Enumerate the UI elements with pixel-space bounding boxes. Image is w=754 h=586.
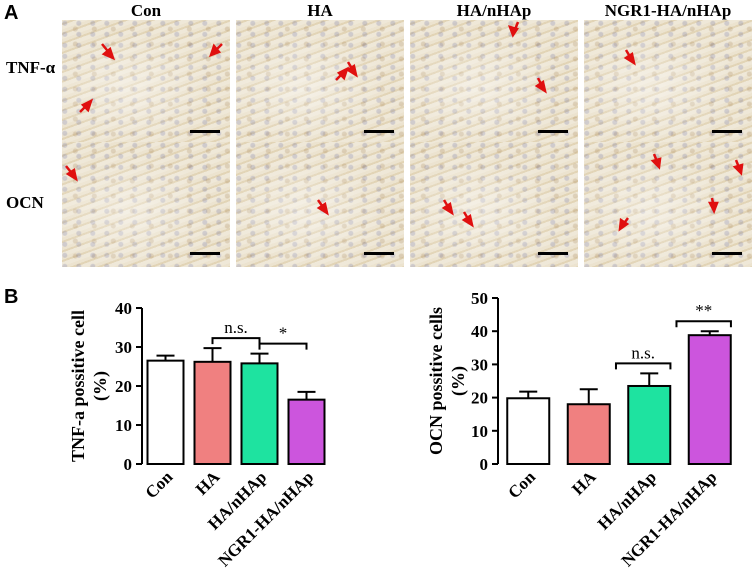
red-arrow-icon (623, 49, 636, 66)
micrograph-tnf-ha (236, 20, 404, 145)
micrograph-ocn-ha (236, 142, 404, 267)
y-tick-label: 30 (115, 338, 132, 357)
micrograph-ocn-con (62, 142, 230, 267)
y-tick-label: 0 (124, 455, 133, 474)
y-tick-label: 50 (471, 289, 488, 308)
scale-bar (712, 252, 742, 255)
x-tick-label: Con (504, 467, 539, 502)
y-tick-label: 40 (115, 299, 132, 318)
bar-1 (193, 360, 232, 465)
bar-1 (566, 403, 611, 465)
column-header-ha-nhap: HA/nHAp (456, 1, 532, 20)
y-tick-label: 20 (115, 377, 132, 396)
micrograph-tnf-con (62, 20, 230, 145)
x-tick-label: HA (192, 467, 224, 499)
red-arrow-icon (507, 21, 547, 94)
red-arrow-icon (618, 153, 744, 232)
red-arrow-icon (316, 199, 329, 216)
red-arrow-icon (79, 43, 223, 113)
significance-label: n.s. (224, 318, 248, 337)
red-arrow-icon (441, 199, 474, 228)
bar-0 (506, 397, 551, 465)
scale-bar (190, 130, 220, 133)
scale-bar (538, 130, 568, 133)
y-axis-label: OCN possitive cells (%) (426, 307, 469, 455)
bar-2 (240, 362, 279, 465)
x-tick-label: Con (142, 467, 177, 502)
x-tick-label: HA (568, 467, 600, 499)
scale-bar (538, 252, 568, 255)
y-tick-label: 20 (471, 389, 488, 408)
row-header-ocn: OCN (6, 193, 44, 212)
significance-bracket (675, 320, 732, 328)
bar-3 (287, 398, 326, 465)
significance-label: * (279, 324, 288, 343)
y-tick-label: 40 (471, 322, 488, 341)
micrograph-tnf-ngr1-ha-nhap (584, 20, 752, 145)
significance-label: ** (695, 301, 712, 320)
panel-b-label: B (4, 286, 19, 308)
red-arrow-icon (335, 61, 358, 81)
scale-bar (364, 252, 394, 255)
red-arrow-icon (65, 165, 78, 182)
bar-2 (627, 384, 672, 465)
y-tick-label: 10 (471, 422, 488, 441)
scale-bar (712, 130, 742, 133)
bar-3 (687, 334, 732, 465)
column-header-ngr1-ha-nhap: NGR1-HA/nHAp (604, 1, 732, 20)
column-header-con: Con (130, 1, 162, 20)
significance-label: n.s. (631, 343, 655, 362)
micrograph-ocn-ngr1-ha-nhap (584, 142, 752, 267)
y-tick-label: 30 (471, 355, 488, 374)
y-axis-label: TNF-a possitive cell (%) (68, 310, 111, 462)
micrograph-tnf-ha-nhap (410, 20, 578, 145)
column-header-ha: HA (307, 1, 333, 20)
scale-bar (364, 130, 394, 133)
y-tick-label: 10 (115, 416, 132, 435)
micrograph-ocn-ha-nhap (410, 142, 578, 267)
significance-bracket (614, 362, 672, 370)
significance-bracket (258, 342, 308, 350)
row-header-tnf-alpha: TNF-α (6, 58, 56, 77)
significance-bracket (211, 337, 261, 345)
panel-a-label: A (4, 2, 19, 24)
y-tick-label: 0 (480, 455, 489, 474)
bar-0 (146, 359, 185, 465)
scale-bar (190, 252, 220, 255)
